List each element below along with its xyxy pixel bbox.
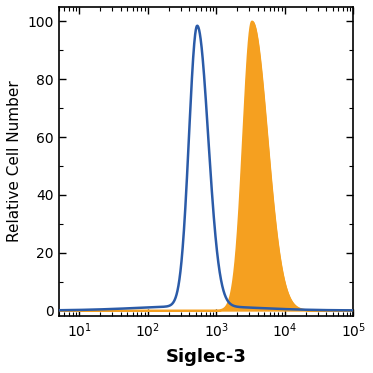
X-axis label: Siglec-3: Siglec-3 [166, 348, 247, 366]
Y-axis label: Relative Cell Number: Relative Cell Number [7, 81, 22, 242]
